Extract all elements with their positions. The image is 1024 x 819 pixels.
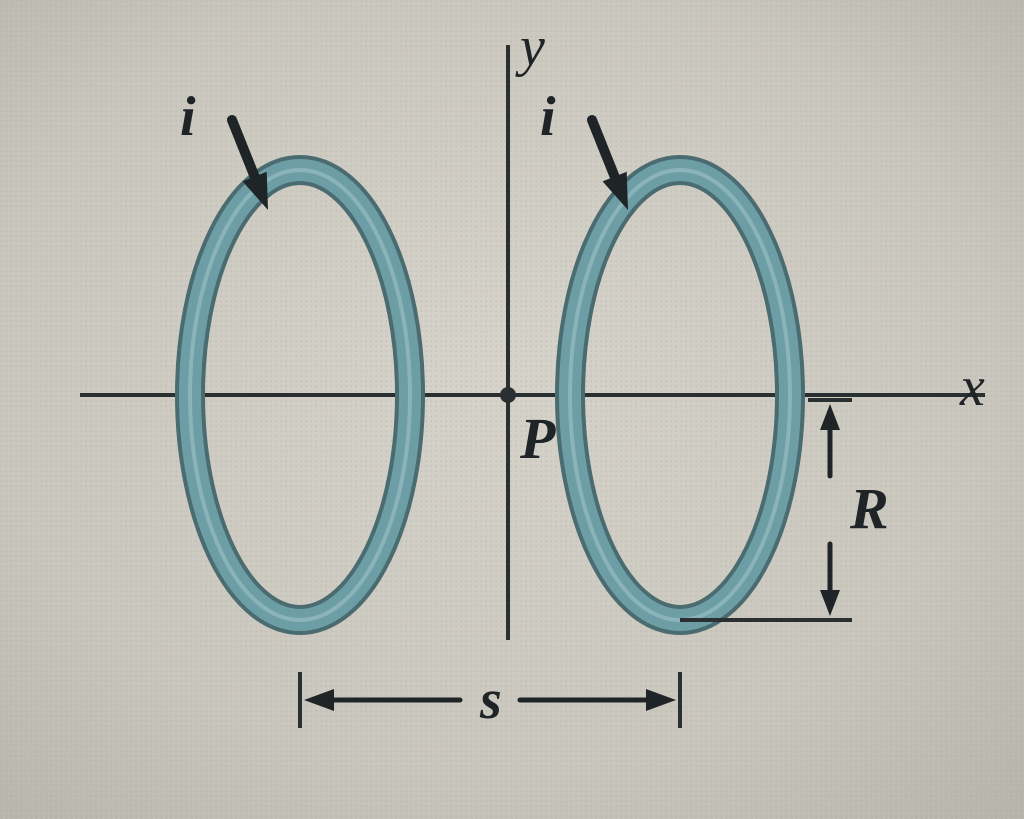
- current-label-left: i: [180, 85, 196, 149]
- dimension-label-s: s: [480, 668, 502, 732]
- point-label-P: P: [520, 405, 555, 472]
- axis-label-x: x: [960, 355, 985, 419]
- dimension-label-R: R: [850, 475, 889, 542]
- helmholtz-coils-diagram: [0, 0, 1024, 819]
- current-label-right: i: [540, 85, 556, 149]
- axis-label-y: y: [520, 15, 545, 79]
